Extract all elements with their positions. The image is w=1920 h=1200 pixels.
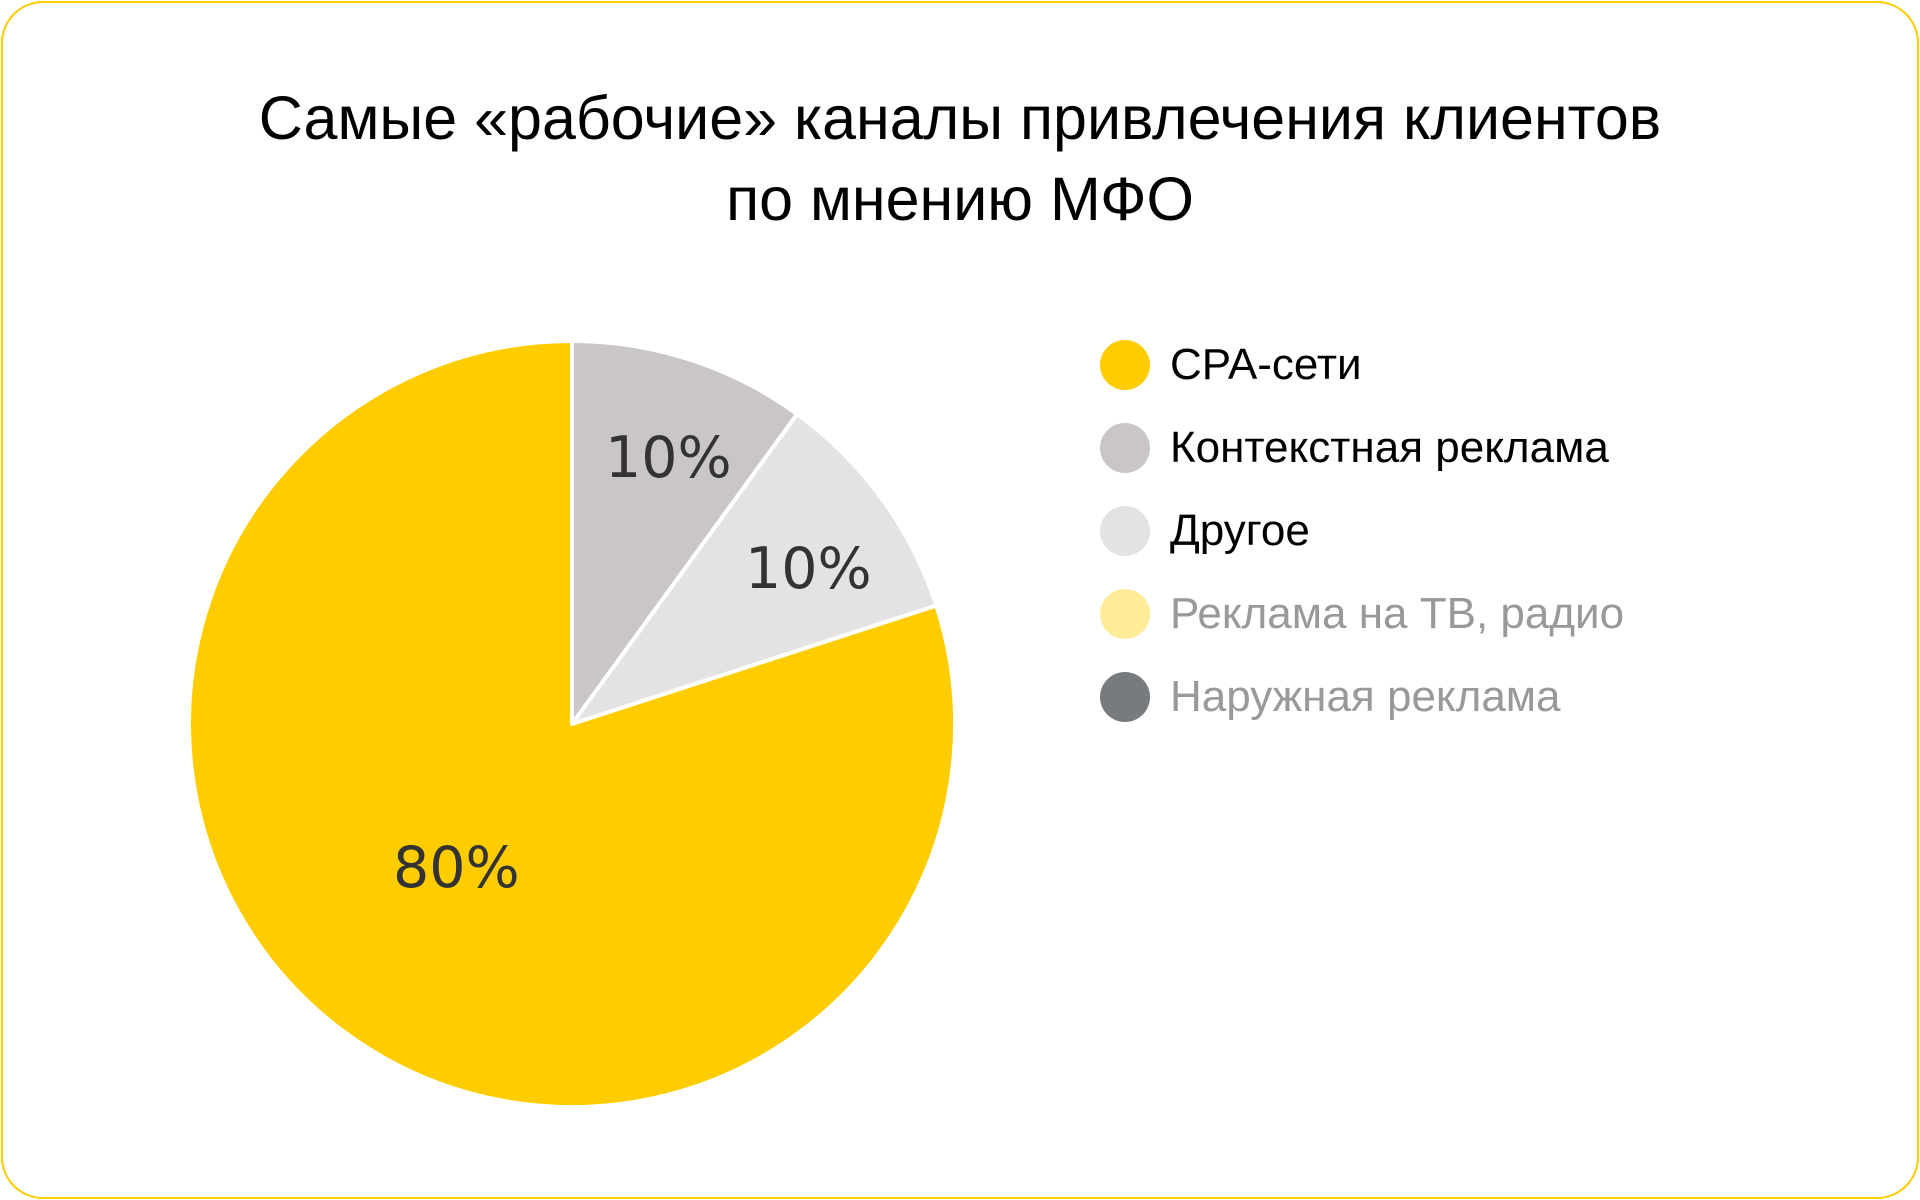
- legend-dot-icon: [1100, 506, 1150, 556]
- legend-label: Реклама на ТВ, радио: [1170, 589, 1625, 638]
- slice-label-other: 10%: [745, 536, 872, 602]
- pie-slice-other[interactable]: [570, 412, 939, 726]
- legend-label: Контекстная реклама: [1170, 423, 1609, 472]
- chart-title: Самые «рабочие» каналы привлечения клиен…: [0, 78, 1920, 240]
- legend-label: CPA-сети: [1170, 340, 1362, 389]
- legend-item-context-ads[interactable]: Контекстная реклама: [1100, 423, 1800, 473]
- legend-label: Другое: [1170, 506, 1310, 555]
- legend-label: Наружная реклама: [1170, 672, 1561, 721]
- slice-label-cpa: 80%: [393, 835, 520, 901]
- legend-item-cpa[interactable]: CPA-сети: [1100, 340, 1800, 390]
- chart-title-line-2: по мнению МФО: [726, 165, 1194, 233]
- legend-dot-icon: [1100, 423, 1150, 473]
- legend-item-tv-radio[interactable]: Реклама на ТВ, радио: [1100, 589, 1800, 639]
- pie-slice-context-ads[interactable]: [570, 339, 800, 726]
- legend-dot-icon: [1100, 589, 1150, 639]
- legend-item-outdoor[interactable]: Наружная реклама: [1100, 672, 1800, 722]
- legend-dot-icon: [1100, 672, 1150, 722]
- slice-label-context-ads: 10%: [605, 425, 732, 491]
- chart-title-line-1: Самые «рабочие» каналы привлечения клиен…: [258, 84, 1662, 152]
- legend-dot-icon: [1100, 340, 1150, 390]
- legend-item-other[interactable]: Другое: [1100, 506, 1800, 556]
- pie-slice-cpa[interactable]: [187, 339, 957, 1109]
